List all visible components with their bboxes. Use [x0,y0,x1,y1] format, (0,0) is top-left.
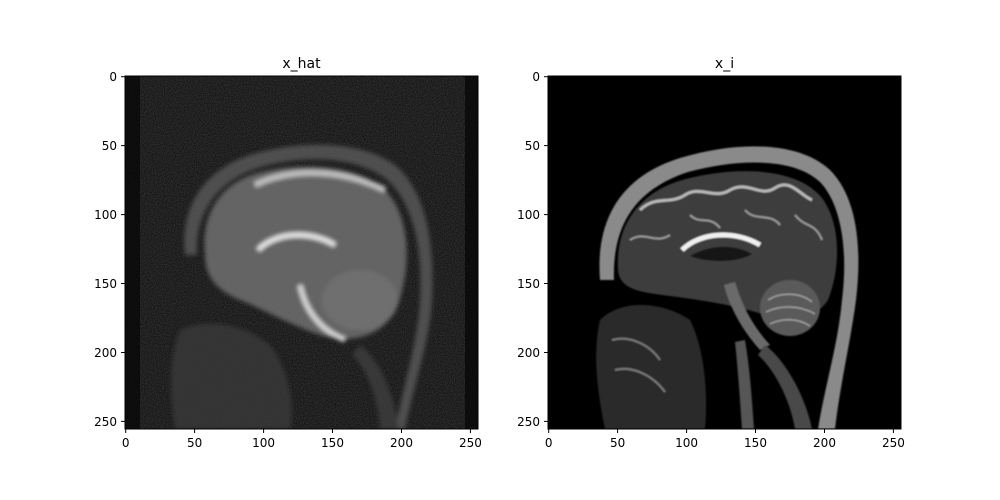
x-tick-label: 250 [459,436,482,450]
y-axis: 0 50 100 150 200 250 [94,70,125,429]
panel-title: x_hat [282,56,321,72]
y-axis: 0 50 100 150 200 250 [517,70,548,429]
axes-frame [547,75,902,430]
x-tick-label: 0 [122,436,130,450]
x-tick-label: 100 [675,436,698,450]
x-tick-label: 50 [187,436,202,450]
y-tick-label: 50 [102,139,117,153]
x-tick-label: 50 [610,436,625,450]
x-tick-label: 200 [813,436,836,450]
panel-x-hat: x_hat [94,56,482,450]
y-tick-label: 250 [517,415,540,429]
y-tick-label: 100 [94,208,117,222]
x-tick-label: 250 [882,436,905,450]
axes-frame [124,75,479,430]
mri-image-x-i [548,76,901,429]
y-tick-label: 150 [94,277,117,291]
panel-title: x_i [715,56,734,72]
x-tick-label: 0 [545,436,553,450]
x-tick-label: 200 [390,436,413,450]
x-tick-label: 150 [744,436,767,450]
y-tick-label: 0 [532,70,540,84]
y-tick-label: 0 [109,70,117,84]
mri-image-x-hat [125,76,478,429]
x-tick-label: 100 [252,436,275,450]
y-tick-label: 50 [525,139,540,153]
y-tick-label: 250 [94,415,117,429]
x-axis: 0 50 100 150 200 250 [545,429,905,450]
x-tick-label: 150 [321,436,344,450]
y-tick-label: 200 [517,346,540,360]
panel-x-i: x_i [517,56,905,450]
y-tick-label: 150 [517,277,540,291]
y-tick-label: 100 [517,208,540,222]
y-tick-label: 200 [94,346,117,360]
x-axis: 0 50 100 150 200 250 [122,429,482,450]
